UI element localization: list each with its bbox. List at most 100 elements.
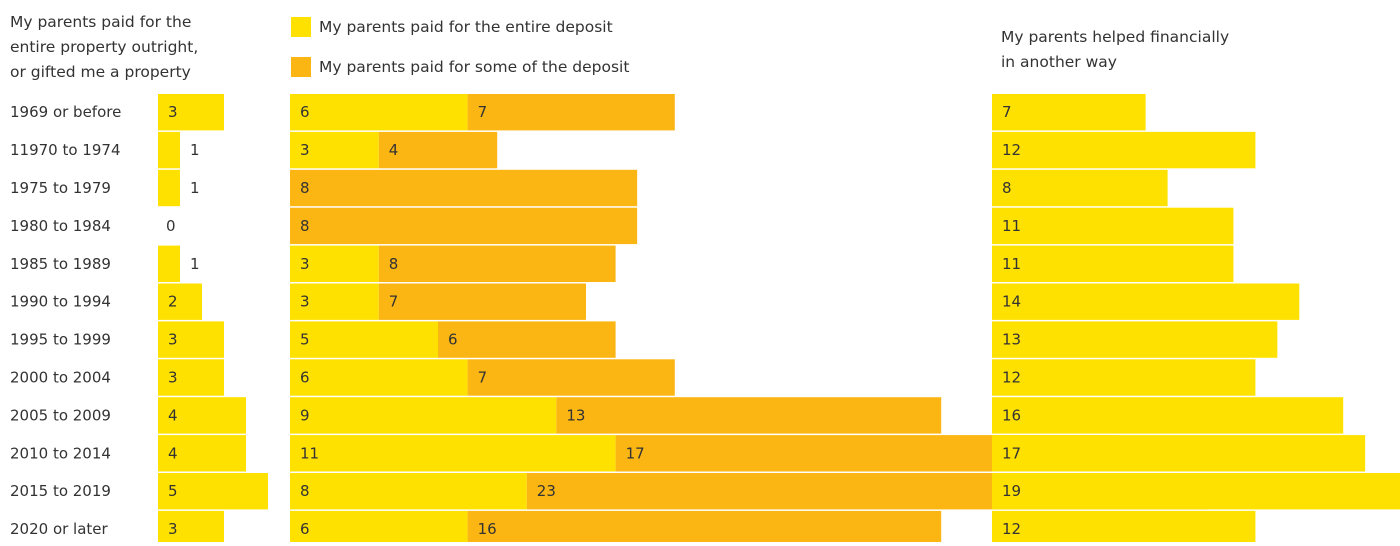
bar-outright-label: 4 [168, 406, 178, 424]
bar-entire-deposit [290, 359, 468, 396]
bar-outright-label: 3 [168, 369, 178, 387]
bar-some-deposit-label: 7 [389, 293, 399, 311]
bar-outright-label: 1 [190, 179, 200, 197]
category-label: 1995 to 1999 [10, 331, 111, 349]
bar-entire-deposit-label: 6 [300, 103, 310, 121]
category-label: 2020 or later [10, 520, 109, 538]
bar-outright [158, 473, 268, 510]
bar-entire-deposit-label: 11 [300, 444, 319, 462]
bar-outright-label: 2 [168, 293, 178, 311]
bar-some-deposit-label: 6 [448, 331, 458, 349]
bar-outright-label: 3 [168, 331, 178, 349]
bar-other-help-label: 12 [1002, 141, 1021, 159]
bar-outright [158, 397, 246, 434]
category-label: 11970 to 1974 [10, 141, 121, 159]
bar-other-help-label: 11 [1002, 217, 1021, 235]
bar-outright-label: 1 [190, 141, 200, 159]
bar-entire-deposit [290, 510, 468, 546]
bar-some-deposit [378, 245, 616, 282]
bar-other-help-label: 16 [1002, 406, 1021, 424]
bar-outright [158, 283, 202, 320]
bar-some-deposit [467, 510, 942, 546]
bar-some-deposit [378, 283, 586, 320]
panel-other-title: My parents helped financially [1001, 28, 1229, 46]
bar-other-help-label: 17 [1002, 444, 1021, 462]
bar-other-help [992, 435, 1366, 472]
legend-label: My parents paid for the entire deposit [319, 18, 613, 36]
bar-other-help [992, 131, 1256, 169]
category-label: 2005 to 2009 [10, 406, 111, 424]
bar-outright [158, 131, 180, 169]
bar-outright-label: 4 [168, 444, 178, 462]
bar-entire-deposit [290, 94, 468, 131]
category-label: 1990 to 1994 [10, 293, 111, 311]
bar-outright-label: 3 [168, 520, 178, 538]
bar-outright [158, 169, 180, 207]
bar-entire-deposit-label: 3 [300, 141, 310, 159]
category-label: 2015 to 2019 [10, 482, 111, 500]
category-label: 2000 to 2004 [10, 369, 111, 387]
panel-outright-title: entire property outright, [10, 38, 198, 56]
panel-other-title: in another way [1001, 53, 1117, 71]
bar-other-help-label: 14 [1002, 293, 1021, 311]
bar-other-help-label: 7 [1002, 103, 1012, 121]
legend-label: My parents paid for some of the deposit [319, 58, 629, 76]
bar-some-deposit-label: 7 [478, 103, 488, 121]
bar-other-help [992, 94, 1146, 131]
bar-entire-deposit-label: 8 [300, 179, 310, 197]
bar-outright [158, 321, 224, 358]
bar-other-help [992, 283, 1300, 320]
category-label: 1975 to 1979 [10, 179, 111, 197]
bar-entire-deposit [290, 207, 638, 245]
category-label: 1985 to 1989 [10, 255, 111, 273]
bar-some-deposit-label: 23 [537, 482, 556, 500]
bar-outright [158, 245, 180, 282]
bar-outright-label: 5 [168, 482, 178, 500]
bar-entire-deposit [290, 397, 557, 434]
bar-entire-deposit [290, 321, 438, 358]
panel-outright-title: or gifted me a property [10, 63, 191, 81]
bar-some-deposit-label: 16 [478, 520, 497, 538]
bar-entire-deposit-label: 6 [300, 520, 310, 538]
bar-other-help-label: 13 [1002, 331, 1021, 349]
bar-entire-deposit-label: 9 [300, 406, 310, 424]
bar-other-help-label: 12 [1002, 369, 1021, 387]
bar-some-deposit-label: 17 [626, 444, 645, 462]
bar-entire-deposit-label: 3 [300, 293, 310, 311]
bar-entire-deposit-label: 8 [300, 217, 310, 235]
bar-entire-deposit [290, 473, 527, 510]
bar-entire-deposit-label: 8 [300, 482, 310, 500]
bar-other-help [992, 321, 1278, 358]
bar-some-deposit-label: 7 [478, 369, 488, 387]
bar-entire-deposit-label: 6 [300, 369, 310, 387]
bar-outright-label: 0 [166, 217, 176, 235]
legend-swatch [291, 57, 311, 77]
bar-other-help [992, 245, 1234, 282]
bar-outright [158, 94, 224, 131]
bar-outright [158, 435, 246, 472]
bar-other-help-label: 8 [1002, 179, 1012, 197]
bar-entire-deposit-label: 5 [300, 331, 310, 349]
bar-some-deposit [438, 321, 616, 358]
bar-outright-label: 1 [190, 255, 200, 273]
bar-outright [158, 510, 224, 546]
bar-entire-deposit [290, 131, 379, 169]
bar-other-help [992, 359, 1256, 396]
bar-entire-deposit [290, 169, 638, 207]
bar-some-deposit-label: 13 [566, 406, 585, 424]
bar-outright-label: 3 [168, 103, 178, 121]
bar-other-help [992, 397, 1344, 434]
bar-some-deposit [467, 94, 675, 131]
bar-other-help [992, 510, 1256, 546]
bar-other-help-label: 19 [1002, 482, 1021, 500]
panel-outright-title: My parents paid for the [10, 13, 191, 31]
bar-entire-deposit [290, 283, 379, 320]
legend-swatch [291, 17, 311, 37]
bar-other-help-label: 12 [1002, 520, 1021, 538]
bar-other-help [992, 207, 1234, 245]
bar-other-help-label: 11 [1002, 255, 1021, 273]
bar-other-help [992, 473, 1400, 510]
category-label: 1980 to 1984 [10, 217, 111, 235]
